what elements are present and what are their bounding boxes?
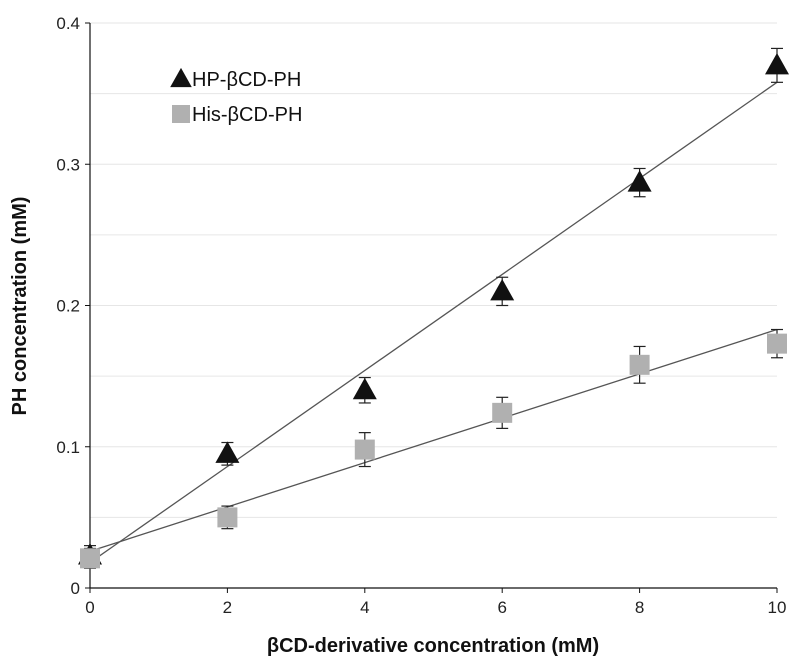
data-series xyxy=(78,47,789,569)
y-tick-label: 0.4 xyxy=(56,14,80,33)
series-his-bcd-ph xyxy=(80,328,787,569)
data-point-square xyxy=(354,439,375,460)
data-point-triangle xyxy=(215,441,240,463)
fit-line-hp xyxy=(89,81,778,564)
data-point-square xyxy=(492,402,513,423)
x-tick-label: 2 xyxy=(223,598,232,617)
data-point-square xyxy=(629,354,650,375)
data-point-triangle xyxy=(765,52,789,75)
data-point-triangle xyxy=(490,278,515,301)
axes xyxy=(85,22,778,593)
grid-lines xyxy=(90,22,777,518)
legend-square-marker xyxy=(172,105,190,123)
y-tick-label: 0.3 xyxy=(56,155,80,174)
legend-label-his: His-βCD-PH xyxy=(192,104,302,126)
legend: HP-βCD-PH His-βCD-PH xyxy=(170,67,302,126)
legend-square xyxy=(172,105,190,123)
data-point-triangle xyxy=(627,170,652,192)
y-tick-label: 0.1 xyxy=(56,438,80,457)
legend-label-hp: HP-βCD-PH xyxy=(192,69,301,91)
data-point-square xyxy=(217,507,238,528)
fit-lines xyxy=(89,81,778,564)
x-axis-title: βCD-derivative concentration (mM) xyxy=(267,635,599,657)
data-point-triangle xyxy=(352,377,377,400)
series-hp-bcd-ph xyxy=(78,47,789,567)
x-tick-label: 0 xyxy=(85,598,94,617)
legend-triangle xyxy=(170,67,192,88)
y-axis-title: PH concentration (mM) xyxy=(9,197,31,416)
y-tick-label: 0 xyxy=(71,579,80,598)
data-point-square xyxy=(767,333,787,354)
x-tick-label: 10 xyxy=(768,598,787,617)
x-tick-label: 8 xyxy=(635,598,644,617)
data-point-square xyxy=(80,548,100,569)
legend-triangle-marker xyxy=(170,67,192,88)
x-tick-label: 6 xyxy=(497,598,506,617)
x-tick-label: 4 xyxy=(360,598,369,617)
fit-line-his xyxy=(89,328,778,552)
y-tick-label: 0.2 xyxy=(56,297,80,316)
tick-labels: 0 0.1 0.2 0.3 0.4 0 2 4 6 8 10 xyxy=(56,14,786,617)
